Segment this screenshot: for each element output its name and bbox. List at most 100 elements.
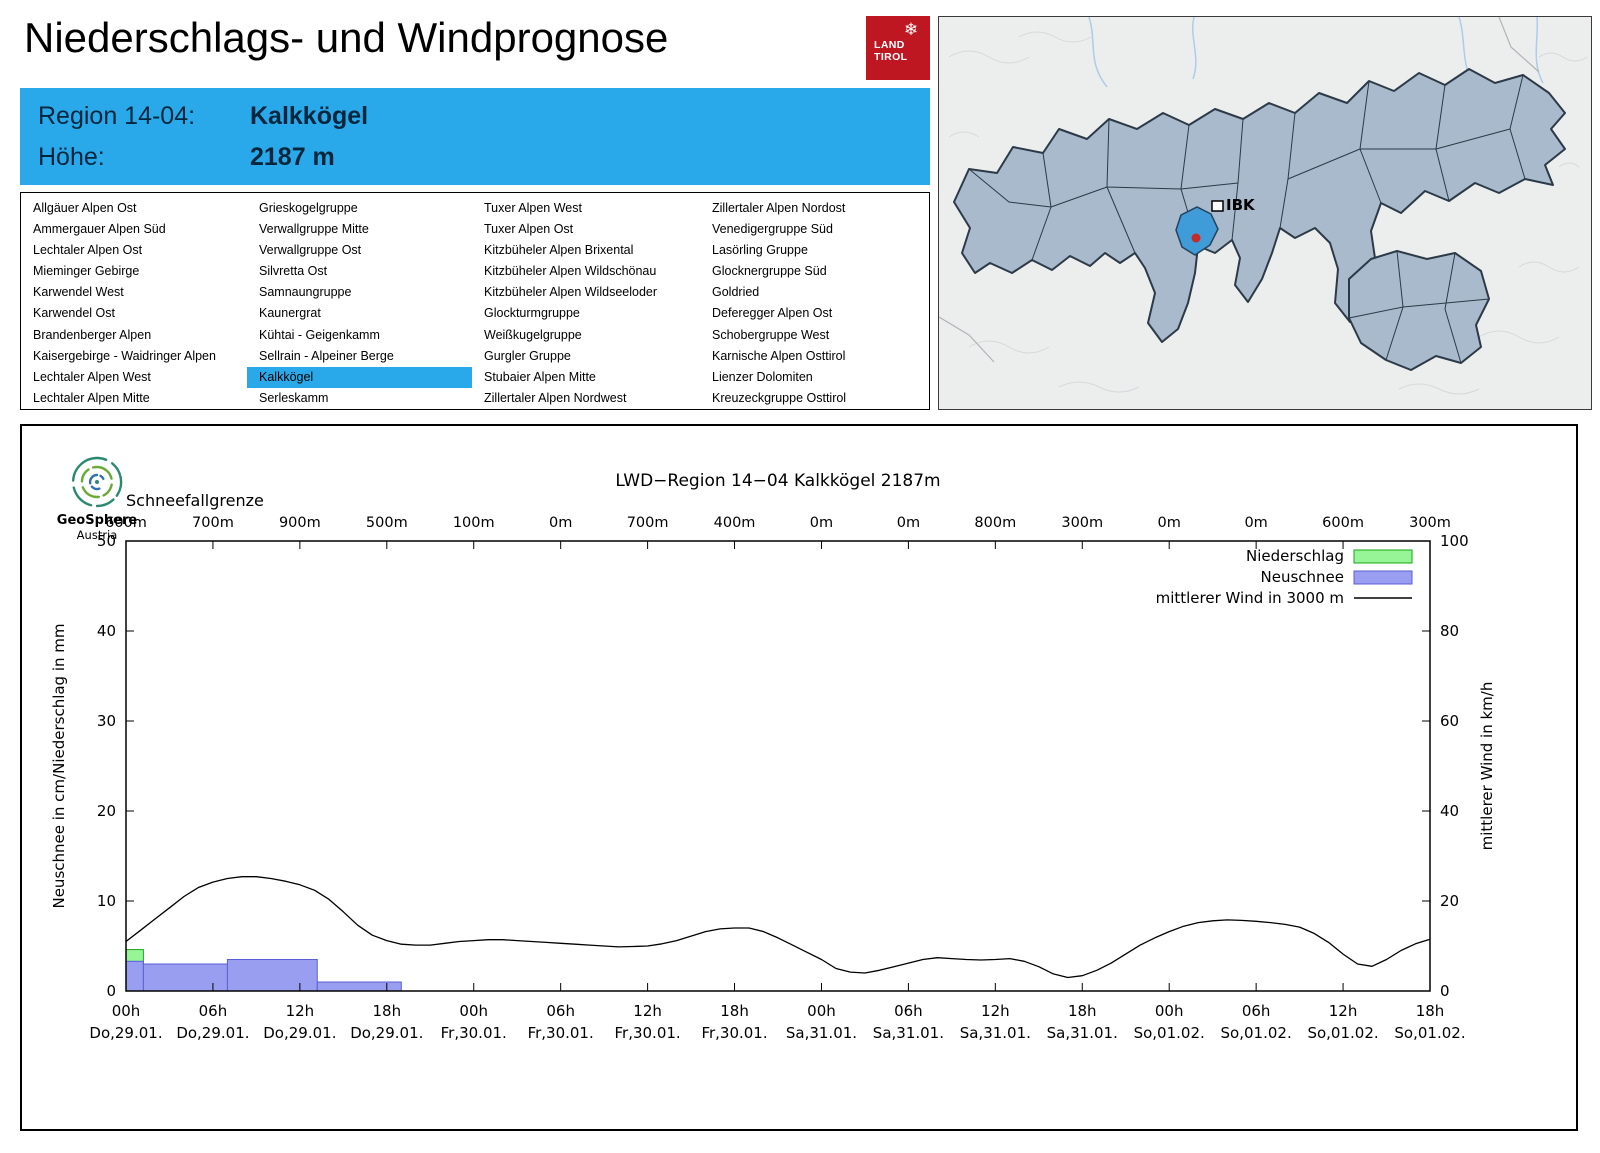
region-list-item[interactable]: Goldried	[712, 285, 760, 300]
region-list-item[interactable]: Glockturmgruppe	[484, 306, 580, 321]
neuschnee-bar	[226, 959, 318, 992]
region-list-item[interactable]: Kreuzeckgruppe Osttirol	[712, 390, 847, 405]
snowline-value: 800m	[974, 515, 1016, 531]
x-tick-date-label: Sa,31.01.	[1047, 1024, 1118, 1042]
geosphere-country: Austria	[77, 528, 118, 542]
x-tick-date-label: Sa,31.01.	[873, 1024, 944, 1042]
region-list-item[interactable]: Allgäuer Alpen Ost	[33, 201, 137, 215]
map-north-tirol	[953, 68, 1566, 343]
land-tirol-logo: ❄ LAND TIROL	[866, 16, 930, 80]
x-tick-date-label: Do,29.01.	[263, 1024, 336, 1042]
x-tick-date-label: Fr,30.01.	[701, 1024, 767, 1042]
region-list-item[interactable]: Venedigergruppe Süd	[712, 222, 833, 237]
region-list-item[interactable]: Kühtai - Geigenkamm	[259, 327, 380, 342]
x-tick-time-label: 00h	[112, 1002, 141, 1020]
x-tick-time-label: 00h	[1155, 1002, 1184, 1020]
snowline-value: 900m	[279, 515, 321, 531]
region-list-item[interactable]: Grieskogelgruppe	[259, 201, 358, 215]
tirol-map-svg: IBK	[939, 17, 1591, 409]
snowline-value: 600m	[105, 515, 147, 531]
legend-label: Niederschlag	[1246, 547, 1344, 565]
region-list-item[interactable]: Kitzbüheler Alpen Brixental	[484, 243, 634, 258]
region-list-item[interactable]: Verwallgruppe Ost	[259, 243, 362, 258]
y-right-tick-label: 80	[1440, 622, 1459, 640]
page-title: Niederschlags- und Windprognose	[24, 14, 669, 61]
x-tick-date-label: Fr,30.01.	[528, 1024, 594, 1042]
y-right-tick-label: 100	[1440, 532, 1469, 550]
region-list-item[interactable]: Kaisergebirge - Waidringer Alpen	[33, 348, 216, 363]
snowline-value: 0m	[1244, 515, 1267, 531]
y-right-tick-label: 60	[1440, 712, 1459, 730]
region-list-item[interactable]: Samnaungruppe	[259, 285, 352, 300]
region-list-item[interactable]: Zillertaler Alpen Nordost	[712, 201, 846, 215]
region-list-item[interactable]: Silvretta Ost	[259, 264, 328, 279]
map-outer-borders	[939, 17, 1540, 363]
y-left-tick-label: 10	[97, 892, 116, 910]
region-info-row: Höhe: 2187 m	[20, 142, 930, 172]
region-list-item[interactable]: Stubaier Alpen Mitte	[484, 369, 596, 384]
x-tick-time-label: 06h	[199, 1002, 228, 1020]
region-list-item[interactable]: Karwendel West	[33, 285, 124, 300]
region-list-item[interactable]: Tuxer Alpen West	[484, 201, 582, 215]
x-tick-date-label: So,01.02.	[1307, 1024, 1378, 1042]
region-list-item[interactable]: Ammergauer Alpen Süd	[33, 222, 166, 237]
x-tick-date-label: So,01.02.	[1134, 1024, 1205, 1042]
region-list-item[interactable]: Sellrain - Alpeiner Berge	[259, 348, 394, 363]
geosphere-name: GeoSphere	[57, 513, 138, 528]
region-label: Region 14-04:	[38, 101, 196, 130]
x-tick-time-label: 12h	[1329, 1002, 1358, 1020]
region-list-item[interactable]: Lechtaler Alpen Mitte	[33, 390, 150, 405]
x-tick-time-label: 12h	[286, 1002, 315, 1020]
x-tick-time-label: 12h	[981, 1002, 1010, 1020]
region-list-item[interactable]: Lechtaler Alpen Ost	[33, 243, 143, 258]
region-list-item[interactable]: Karwendel Ost	[33, 306, 115, 321]
map-region-highlight	[1175, 206, 1219, 256]
region-list-item[interactable]: Kaunergrat	[259, 306, 321, 321]
legend-swatch	[1353, 570, 1413, 585]
region-list-item[interactable]: Tuxer Alpen Ost	[484, 222, 574, 237]
map-terrain-decoration	[948, 31, 1588, 395]
geosphere-logo: GeoSphere Austria	[57, 456, 138, 542]
x-tick-date-label: Do,29.01.	[350, 1024, 423, 1042]
region-list-item[interactable]: Deferegger Alpen Ost	[712, 306, 833, 321]
x-tick-date-label: So,01.02.	[1394, 1024, 1465, 1042]
region-list-item[interactable]: Lienzer Dolomiten	[712, 369, 813, 384]
region-list-item[interactable]: Verwallgruppe Mitte	[259, 222, 369, 237]
wind-line	[125, 876, 1431, 979]
x-tick-date-label: So,01.02.	[1221, 1024, 1292, 1042]
region-list-item[interactable]: Karnische Alpen Osttirol	[712, 348, 846, 363]
neuschnee-bar	[316, 981, 402, 992]
x-tick-time-label: 06h	[1242, 1002, 1271, 1020]
map-east-tirol-district-borders	[1348, 250, 1490, 364]
x-tick-date-label: Do,29.01.	[89, 1024, 162, 1042]
legend-label: mittlerer Wind in 3000 m	[1156, 589, 1344, 607]
region-list-item[interactable]: Kitzbüheler Alpen Wildschönau	[484, 264, 657, 279]
y-right-tick-label: 0	[1440, 982, 1450, 1000]
region-list-item[interactable]: Lechtaler Alpen West	[33, 369, 151, 384]
snowline-value: 300m	[1061, 515, 1103, 531]
region-list-item[interactable]: Lasörling Gruppe	[712, 243, 808, 258]
map-ibk-marker-square	[1211, 200, 1224, 212]
x-tick-time-label: 00h	[459, 1002, 488, 1020]
x-tick-date-label: Fr,30.01.	[615, 1024, 681, 1042]
region-list-item[interactable]: Weißkugelgruppe	[484, 327, 582, 342]
region-list-item[interactable]: Kalkkögel	[247, 366, 472, 388]
snowline-value: 0m	[1158, 515, 1181, 531]
snowline-label: Schneefallgrenze	[126, 491, 264, 510]
region-list-item[interactable]: Gurgler Gruppe	[484, 348, 571, 363]
chart-title: LWD−Region 14−04 Kalkkögel 2187m	[615, 471, 940, 491]
snowline-value: 600m	[1322, 515, 1364, 531]
tirol-map: IBK	[938, 16, 1592, 410]
region-list-item[interactable]: Glocknergruppe Süd	[712, 264, 827, 279]
y-right-tick-label: 40	[1440, 802, 1459, 820]
region-list-item[interactable]: Brandenberger Alpen	[33, 327, 152, 342]
region-list-item[interactable]: Kitzbüheler Alpen Wildseeloder	[484, 285, 658, 300]
region-list-item[interactable]: Serleskamm	[259, 390, 329, 405]
region-list-item[interactable]: Zillertaler Alpen Nordwest	[484, 390, 627, 405]
plot-frame	[125, 540, 1431, 992]
x-tick-time-label: 12h	[633, 1002, 662, 1020]
x-tick-time-label: 18h	[720, 1002, 749, 1020]
map-rivers	[1088, 17, 1544, 96]
region-list-item[interactable]: Schobergruppe West	[712, 327, 830, 342]
region-list-item[interactable]: Mieminger Gebirge	[33, 264, 140, 279]
